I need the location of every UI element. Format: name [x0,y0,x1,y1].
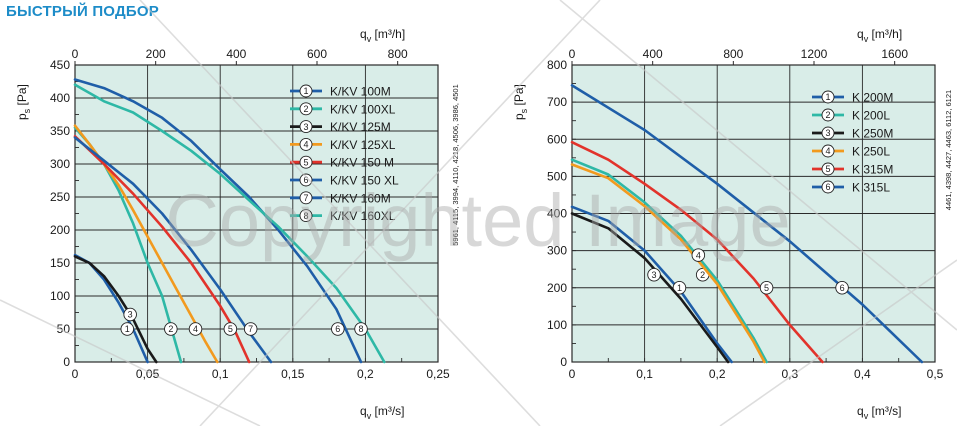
left-fan-curve-chart: 0 0,05 0,1 0,15 0,2 0,25050100150200250300350… [15,27,460,421]
y-tick-label: 800 [547,58,567,72]
curve-marker-label: 2 [700,270,705,280]
y-tick-label: 600 [547,132,567,146]
top-tick-label: 600 [307,47,327,61]
legend-marker-label: 5 [303,157,308,167]
y-tick-label: 500 [547,169,567,183]
legend-marker-label: 4 [303,140,308,150]
x-tick-label: 0,1 [636,367,653,381]
curve-marker-label: 5 [228,324,233,334]
x-tick-label: 0,4 [854,367,871,381]
legend-entry: K 250M [852,127,893,141]
y-axis-title: ps [Pa] [15,84,32,120]
y-tick-label: 50 [57,322,71,336]
y-tick-label: 250 [50,190,70,204]
top-tick-label: 400 [226,47,246,61]
x-tick-label: 0,15 [281,367,305,381]
legend-entry: K/KV 160XL [330,209,396,223]
x-tick-label: 0,5 [927,367,944,381]
x-tick-label: 0,2 [709,367,726,381]
legend-entry: K 200L [852,109,890,123]
legend-entry: K/KV 125XL [330,138,396,152]
legend-entry: K/KV 160M [330,191,391,205]
y-tick-label: 450 [50,58,70,72]
y-tick-label: 300 [547,244,567,258]
y-tick-label: 100 [547,318,567,332]
curve-marker-label: 7 [248,324,253,334]
legend-marker-label: 1 [825,92,830,102]
side-note: 5961, 4115, 3994, 4110, 4218, 4506, 3986… [451,84,460,246]
legend-entry: K/KV 150 XL [330,174,399,188]
y-tick-label: 0 [560,355,567,369]
page-title: БЫСТРЫЙ ПОДБОР [6,3,159,20]
legend-marker-label: 8 [303,211,308,221]
legend-marker-label: 5 [825,164,830,174]
curve-marker-label: 2 [168,324,173,334]
y-tick-label: 400 [547,207,567,221]
legend-entry: K/KV 100M [330,85,391,99]
legend-marker-label: 3 [825,128,830,138]
legend-entry: K 315M [852,163,893,177]
x-tick-label: 0 [72,367,79,381]
curve-marker-label: 5 [764,283,769,293]
legend-marker-label: 3 [303,122,308,132]
legend-marker-label: 1 [303,86,308,96]
bottom-axis-title: qv [m³/s] [360,404,405,421]
top-tick-label: 1200 [801,47,828,61]
top-tick-label: 0 [569,47,576,61]
y-tick-label: 100 [50,289,70,303]
curve-marker-label: 3 [128,310,133,320]
legend-marker-label: 4 [825,146,830,156]
x-tick-label: 0,3 [781,367,798,381]
top-tick-label: 1600 [881,47,908,61]
bottom-axis-title: qv [m³/s] [857,404,902,421]
legend-entry: K/KV 125M [330,120,391,134]
legend-marker-label: 2 [825,110,830,120]
legend-marker-label: 6 [825,182,830,192]
x-tick-label: 0,05 [136,367,160,381]
curve-marker-label: 6 [335,324,340,334]
y-axis-title: ps [Pa] [512,84,529,120]
legend-entry: K 315L [852,181,890,195]
legend-entry: K 200M [852,91,893,105]
y-tick-label: 150 [50,256,70,270]
legend-marker-label: 6 [303,175,308,185]
y-tick-label: 350 [50,124,70,138]
curve-marker-label: 4 [193,324,198,334]
top-axis-title: qv [m³/h] [360,27,405,44]
x-tick-label: 0,2 [357,367,374,381]
y-tick-label: 200 [547,281,567,295]
x-tick-label: 0,1 [212,367,229,381]
side-note: 4461, 4398, 4427, 4463, 6112, 6121 [944,90,953,210]
legend-marker-label: 2 [303,104,308,114]
top-tick-label: 0 [72,47,79,61]
curve-marker-label: 1 [125,324,130,334]
y-tick-label: 200 [50,223,70,237]
x-tick-label: 0,25 [426,367,450,381]
y-tick-label: 0 [63,355,70,369]
top-tick-label: 400 [643,47,663,61]
x-tick-label: 0 [569,367,576,381]
legend-entry: K/KV 100XL [330,102,396,116]
y-tick-label: 400 [50,91,70,105]
y-tick-label: 700 [547,95,567,109]
y-tick-label: 300 [50,157,70,171]
legend-marker-label: 7 [303,193,308,203]
curve-marker-label: 8 [359,324,364,334]
curve-marker-label: 6 [840,283,845,293]
curve-marker-label: 3 [652,270,657,280]
legend-entry: K 250L [852,145,890,159]
top-tick-label: 800 [388,47,408,61]
top-tick-label: 200 [146,47,166,61]
legend-entry: K/KV 150 M [330,156,394,170]
right-fan-curve-chart: 0 0,1 0,2 0,3 0,4 0,5 0 100 200 300 400 500 600 700 80… [512,27,953,421]
top-tick-label: 800 [723,47,743,61]
curve-marker-label: 4 [696,250,701,260]
curve-marker-label: 1 [677,283,682,293]
top-axis-title: qv [m³/h] [857,27,902,44]
